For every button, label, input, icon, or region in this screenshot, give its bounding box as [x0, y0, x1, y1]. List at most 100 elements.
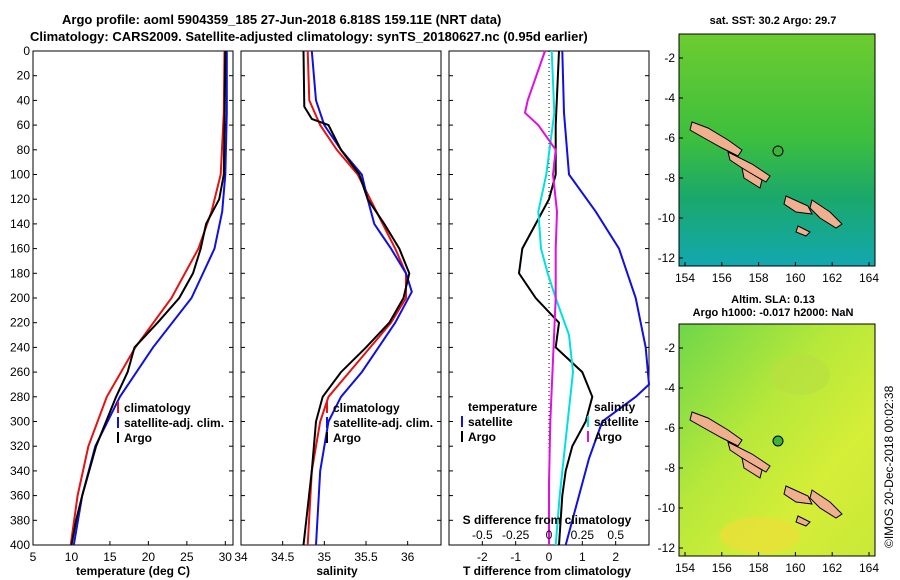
map-xtick-label: 162	[822, 271, 842, 285]
map-ytick-label: -6	[664, 421, 675, 435]
salinity-difference-ticks: -0.5 -0.25 0 0.25 0.5	[472, 528, 624, 542]
map-xtick-label: 158	[749, 561, 769, 575]
ytick-label: 100	[10, 168, 30, 182]
map-ytick-label: -2	[664, 341, 675, 355]
legend-s-argo: Argo	[594, 430, 622, 444]
island-santa-isabel-2	[727, 441, 771, 473]
ytick-label: 40	[17, 93, 31, 107]
xtick-label: 1	[579, 550, 586, 564]
legend-s-satellite: satellite	[594, 415, 639, 429]
bottom-map-title-line2: Argo h1000: -0.017 h2000: NaN	[693, 307, 854, 319]
top-xtick-label: -0.5	[472, 528, 493, 542]
ytick-label: 220	[10, 316, 30, 330]
map-ytick-label: -8	[664, 171, 675, 185]
ytick-label: 160	[10, 242, 30, 256]
ytick-label: 80	[17, 143, 31, 157]
ytick-label: 320	[10, 439, 30, 453]
credit-text: ©IMOS 20-Dec-2018 00:02:38	[882, 385, 896, 548]
legend-satellite: satellite-adj. clim.	[124, 416, 224, 430]
top-xtick-label: 0.5	[607, 528, 624, 542]
map-ytick-label: -12	[658, 251, 676, 265]
map-ytick-label: -12	[658, 541, 676, 555]
ytick-label: 140	[10, 217, 30, 231]
series-satellite-adj-clim-	[72, 51, 228, 546]
legend-t-satellite: satellite	[468, 415, 513, 429]
bottom-map-title-line1: Altim. SLA: 0.13	[731, 294, 815, 306]
ytick-label: 380	[10, 513, 30, 527]
series-satellite-adj-clim-	[310, 50, 413, 546]
difference-ticks: -2 -1 0 1 2	[449, 50, 649, 564]
sla-patch	[770, 355, 830, 395]
ytick-label: 260	[10, 365, 30, 379]
island-bougainville	[689, 121, 743, 157]
ytick-label: 180	[10, 266, 30, 280]
map-ytick-label: -2	[664, 51, 675, 65]
difference-xlabel-top: S difference from climatology	[463, 513, 632, 527]
salinity-series	[302, 50, 413, 546]
island-guadalcanal	[783, 195, 813, 215]
bottom-map-ticks: 154 156 158 160 162 164 -2 -4 -6 -8 -10 -12	[658, 341, 880, 575]
ytick-label: 20	[17, 69, 31, 83]
temperature-legend: climatology satellite-adj. clim. Argo	[117, 401, 224, 445]
sla-high-patch	[720, 517, 800, 553]
map-xtick-label: 154	[675, 561, 695, 575]
ytick-label: 340	[10, 464, 30, 478]
island-malaita	[809, 199, 843, 229]
difference-legend-salinity: salinity satellite Argo	[587, 400, 639, 444]
map-ytick-label: -8	[664, 461, 675, 475]
temperature-panel-frame	[32, 50, 234, 546]
top-xtick-label: 0.25	[571, 528, 595, 542]
xtick-label: 35	[318, 550, 332, 564]
xtick-label: -2	[477, 550, 488, 564]
ytick-label: 200	[10, 291, 30, 305]
salinity-legend-satellite: satellite-adj. clim.	[333, 416, 433, 430]
map-xtick-label: 162	[822, 561, 842, 575]
map-xtick-label: 164	[859, 271, 879, 285]
island-malaita-2	[809, 489, 843, 519]
salinity-panel-frame	[240, 50, 442, 546]
island-bougainville-2	[689, 411, 743, 447]
xtick-label: 35.5	[354, 550, 378, 564]
top-map: 154 156 158 160 162 164 -2 -4 -6 -8 -10 -12	[658, 33, 880, 285]
series-t-satellite	[561, 50, 651, 546]
argo-float-marker-2	[772, 435, 784, 447]
map-ytick-label: -6	[664, 131, 675, 145]
xtick-label: 2	[612, 550, 619, 564]
salinity-legend-argo: Argo	[333, 431, 361, 445]
xtick-label: 0	[546, 550, 553, 564]
island-new-georgia	[741, 166, 763, 189]
salinity-xlabel: salinity	[316, 564, 358, 578]
xtick-label: -1	[510, 550, 521, 564]
xtick-label: 25	[180, 550, 194, 564]
ytick-label: 240	[10, 340, 30, 354]
figure-title-line1: Argo profile: aoml 5904359_185 27-Jun-20…	[62, 12, 501, 27]
xtick-label: 36	[401, 550, 415, 564]
top-map-islands	[689, 121, 843, 237]
xtick-label: 5	[30, 550, 37, 564]
top-map-title: sat. SST: 30.2 Argo: 29.7	[710, 15, 837, 27]
ytick-label: 0	[23, 44, 30, 58]
map-xtick-label: 154	[675, 271, 695, 285]
map-ytick-label: -4	[664, 91, 675, 105]
legend-argo: Argo	[124, 431, 152, 445]
ytick-label: 60	[17, 118, 31, 132]
bottom-map: 154 156 158 160 162 164 -2 -4 -6 -8 -10 -12	[658, 323, 880, 575]
difference-series	[517, 50, 651, 546]
salinity-ticks: 34 34.5 35 35.5 36	[234, 50, 441, 564]
ytick-label: 300	[10, 415, 30, 429]
legend-temperature-title: temperature	[468, 400, 538, 414]
temperature-xlabel: temperature (deg C)	[76, 564, 190, 578]
map-ytick-label: -10	[658, 501, 676, 515]
argo-float-marker	[772, 145, 784, 157]
top-map-ticks: 154 156 158 160 162 164 -2 -4 -6 -8 -10 -12	[658, 51, 880, 285]
island-santa-isabel	[727, 151, 771, 183]
island-small	[795, 225, 811, 237]
map-xtick-label: 158	[749, 271, 769, 285]
difference-legend-temperature: temperature satellite Argo	[461, 400, 538, 444]
map-xtick-label: 156	[712, 271, 732, 285]
difference-xlabel: T difference from climatology	[463, 564, 631, 578]
temperature-ticks: 0 20 40 60 80 100 120 140 160 180 200 220 240 260 280 3…	[10, 44, 233, 564]
xtick-label: 34.5	[271, 550, 295, 564]
xtick-label: 10	[65, 550, 79, 564]
